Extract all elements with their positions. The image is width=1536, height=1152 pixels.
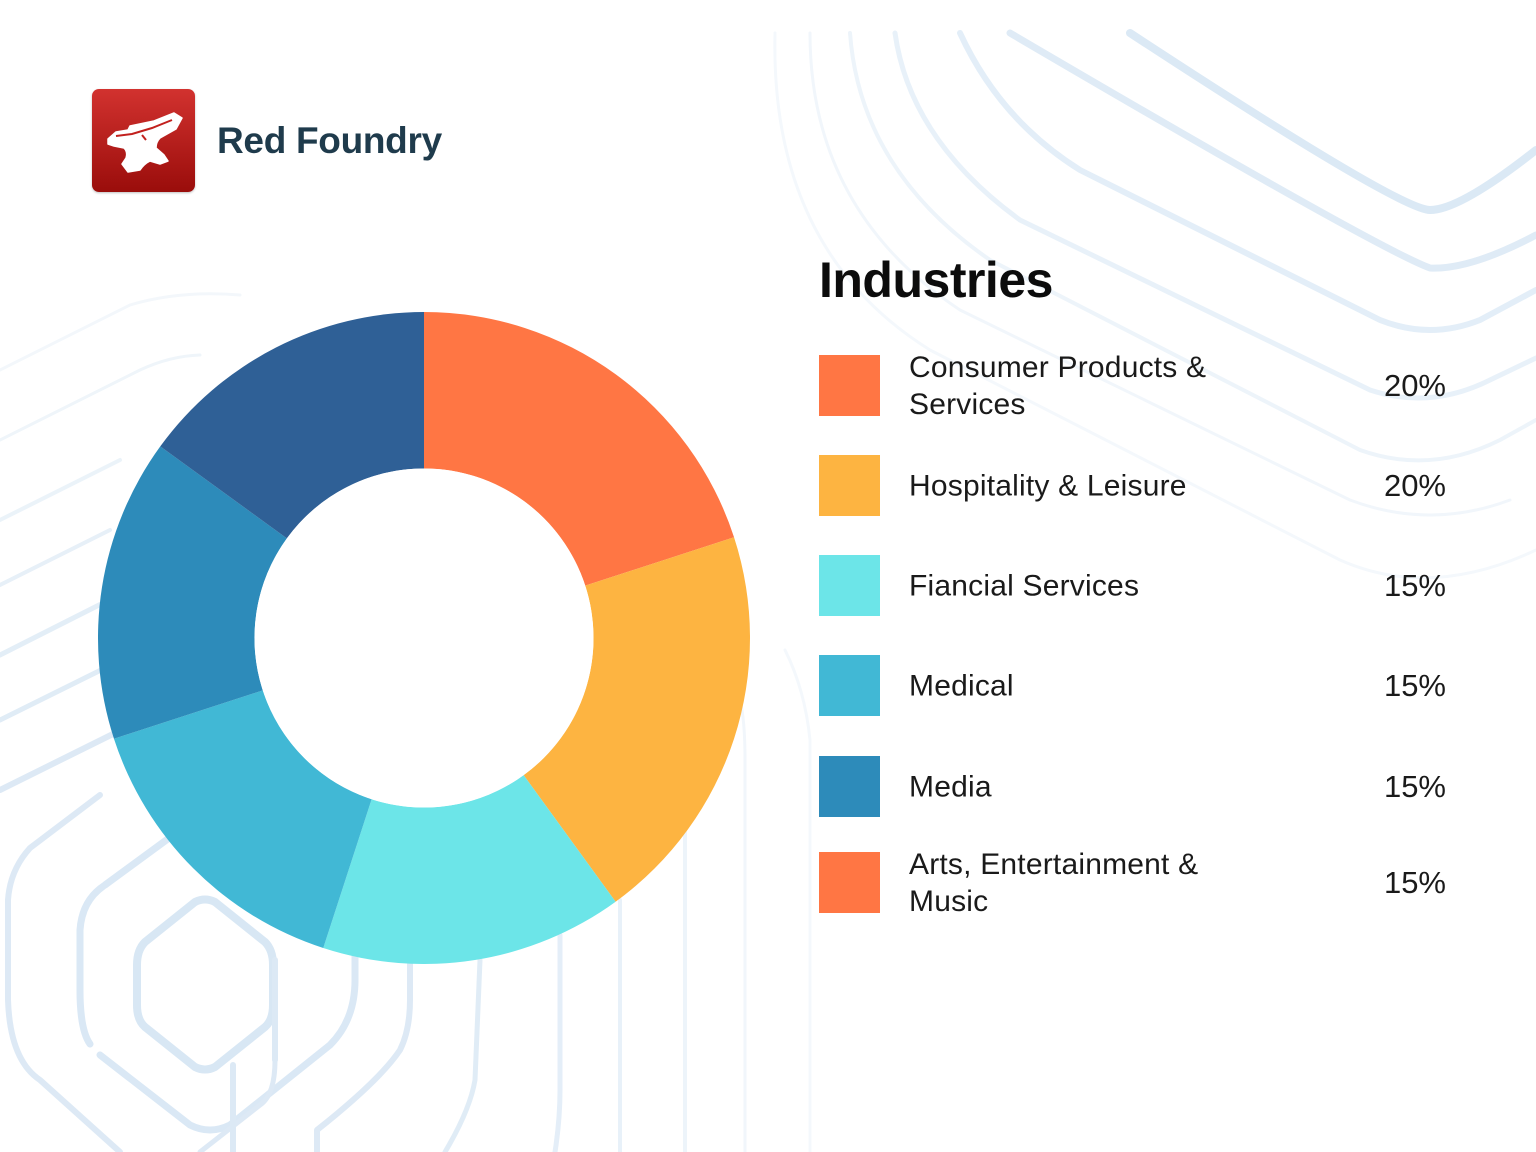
donut-slice xyxy=(523,537,750,902)
anvil-icon xyxy=(106,111,183,173)
brand-header: Red Foundry xyxy=(92,89,442,192)
donut-hole xyxy=(254,468,594,808)
legend-label: Consumer Products & Services xyxy=(909,351,1207,421)
legend-value: 15% xyxy=(1383,865,1446,900)
legend-value: 15% xyxy=(1383,769,1446,804)
legend-value: 20% xyxy=(1383,368,1446,403)
donut-slice xyxy=(160,312,424,539)
legend-title: Industries xyxy=(819,252,1053,308)
donut-slice xyxy=(98,446,287,739)
donut-slice xyxy=(323,775,616,964)
donut-slice xyxy=(424,312,735,586)
legend-label: Medical xyxy=(909,669,1014,703)
legend-item-medical: Medical 15% xyxy=(819,655,1459,717)
legend-item-financial-services: Fiancial Services 15% xyxy=(819,555,1459,617)
legend-label: Hospitality & Leisure xyxy=(909,469,1187,503)
brand-logo xyxy=(92,89,195,192)
legend-label: Fiancial Services xyxy=(909,569,1140,603)
legend-value: 15% xyxy=(1383,568,1446,603)
legend-value: 20% xyxy=(1383,468,1446,503)
legend-swatch xyxy=(819,355,880,416)
legend-item-hospitality: Hospitality & Leisure 20% xyxy=(819,455,1459,517)
brand-name: Red Foundry xyxy=(217,119,442,161)
legend-swatch xyxy=(819,555,880,616)
legend-swatch xyxy=(819,852,880,913)
legend-item-media: Media 15% xyxy=(819,756,1459,818)
legend-swatch xyxy=(819,655,880,716)
donut-chart xyxy=(98,312,750,964)
legend-item-consumer-products: Consumer Products & Services 20% xyxy=(819,351,1459,421)
legend-swatch xyxy=(819,756,880,817)
legend: Industries Consumer Products & Services … xyxy=(819,250,1459,918)
legend-label: Arts, Entertainment & Music xyxy=(909,848,1199,918)
legend-value: 15% xyxy=(1383,668,1446,703)
legend-label: Media xyxy=(909,770,992,804)
legend-swatch xyxy=(819,455,880,516)
donut-slice xyxy=(113,690,372,949)
legend-item-arts-entertainment: Arts, Entertainment & Music 15% xyxy=(819,848,1459,918)
